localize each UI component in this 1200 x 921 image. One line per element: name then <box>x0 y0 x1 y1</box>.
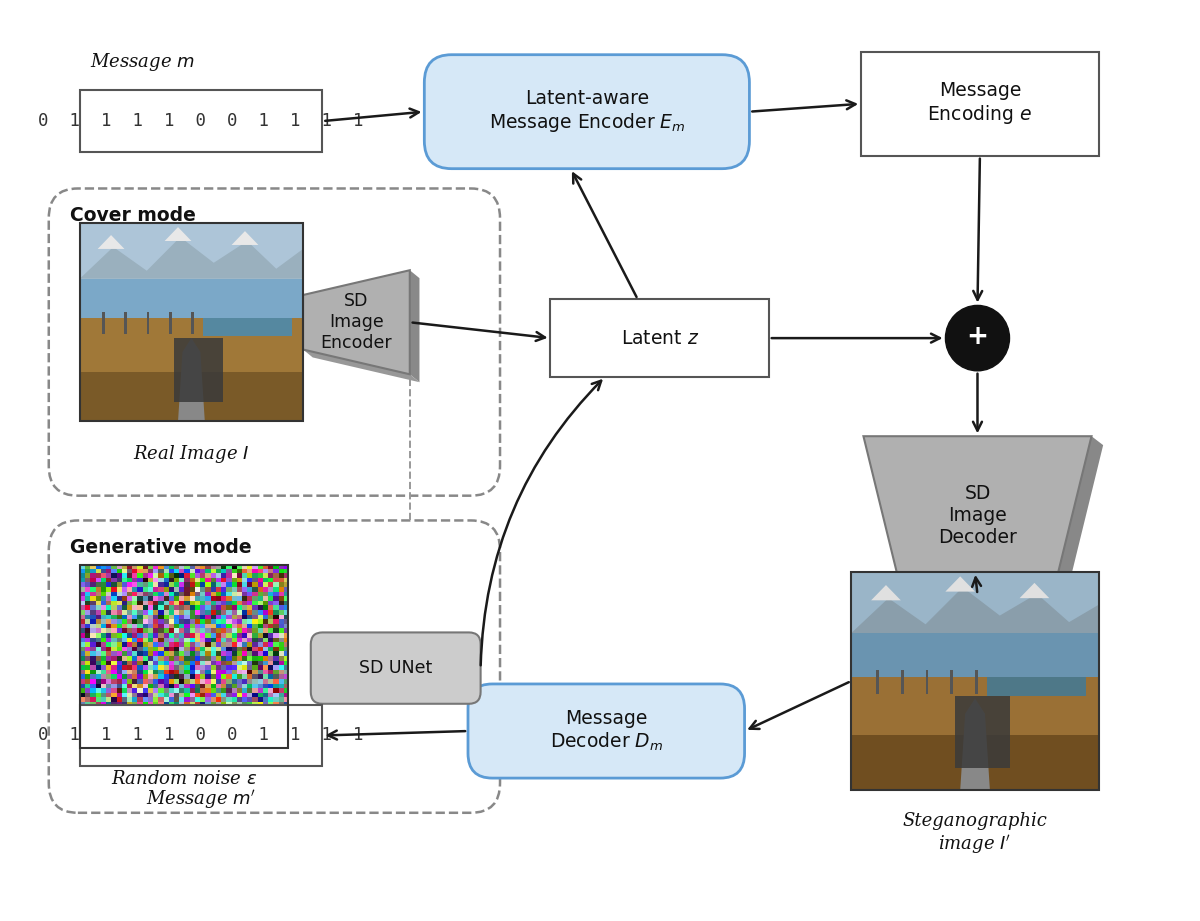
Bar <box>80 372 304 421</box>
Polygon shape <box>232 231 258 245</box>
Text: Generative mode: Generative mode <box>70 538 252 557</box>
Bar <box>169 312 172 334</box>
Polygon shape <box>1052 437 1103 603</box>
Polygon shape <box>97 235 125 249</box>
Bar <box>551 299 769 377</box>
Text: 0  1  1  1  1  0  0  1  1  1  1: 0 1 1 1 1 0 0 1 1 1 1 <box>38 112 364 130</box>
Polygon shape <box>80 237 304 279</box>
Bar <box>80 223 304 421</box>
Text: Real Image $I$: Real Image $I$ <box>133 443 250 465</box>
Text: SD
Image
Encoder: SD Image Encoder <box>320 293 392 352</box>
Text: Steganographic
image $I'$: Steganographic image $I'$ <box>902 811 1048 857</box>
Bar <box>851 572 1099 677</box>
Polygon shape <box>871 585 901 600</box>
FancyBboxPatch shape <box>425 54 750 169</box>
Circle shape <box>946 306 1009 371</box>
Text: 0  1  1  1  1  0  0  1  1  1  1: 0 1 1 1 1 0 0 1 1 1 1 <box>38 727 364 744</box>
Text: Random noise $\epsilon$: Random noise $\epsilon$ <box>112 770 257 788</box>
Bar <box>862 52 1099 156</box>
Bar <box>80 223 304 279</box>
Bar <box>203 319 292 336</box>
Text: SD
Image
Decoder: SD Image Decoder <box>938 484 1016 547</box>
FancyBboxPatch shape <box>311 633 481 704</box>
Bar <box>80 705 323 766</box>
Text: Latent-aware
Message Encoder $E_m$: Latent-aware Message Encoder $E_m$ <box>488 89 685 134</box>
Polygon shape <box>902 595 1064 603</box>
Polygon shape <box>960 698 990 790</box>
Bar <box>976 670 978 694</box>
Bar <box>174 338 223 402</box>
Polygon shape <box>178 338 205 421</box>
Bar <box>192 312 194 334</box>
Polygon shape <box>864 437 1092 595</box>
Polygon shape <box>851 588 1099 633</box>
Text: Cover mode: Cover mode <box>70 206 196 226</box>
Bar <box>80 223 304 319</box>
Text: Message $m$: Message $m$ <box>90 51 194 73</box>
Bar <box>851 736 1099 790</box>
Polygon shape <box>304 349 420 382</box>
Bar <box>146 312 149 334</box>
Polygon shape <box>1020 583 1049 598</box>
Text: Message $m'$: Message $m'$ <box>146 788 256 811</box>
Polygon shape <box>304 270 409 374</box>
Text: SD UNet: SD UNet <box>359 659 432 677</box>
Bar <box>876 670 878 694</box>
Bar <box>80 565 288 749</box>
Bar <box>102 312 104 334</box>
Text: +: + <box>966 324 989 350</box>
Bar <box>851 572 1099 633</box>
Bar <box>125 312 127 334</box>
Bar <box>80 319 304 421</box>
Text: Message
Encoding $e$: Message Encoding $e$ <box>928 81 1032 126</box>
Bar <box>851 572 1099 790</box>
Text: Message
Decoder $D_m$: Message Decoder $D_m$ <box>550 708 662 753</box>
Polygon shape <box>164 227 192 241</box>
Bar <box>988 677 1086 696</box>
Bar <box>925 670 929 694</box>
Bar <box>901 670 904 694</box>
Text: Latent $z$: Latent $z$ <box>620 329 698 347</box>
Bar <box>80 90 323 152</box>
FancyBboxPatch shape <box>468 684 744 778</box>
Polygon shape <box>409 270 420 382</box>
Polygon shape <box>946 577 976 591</box>
Bar <box>950 670 953 694</box>
Bar <box>851 677 1099 790</box>
Bar <box>955 696 1009 768</box>
